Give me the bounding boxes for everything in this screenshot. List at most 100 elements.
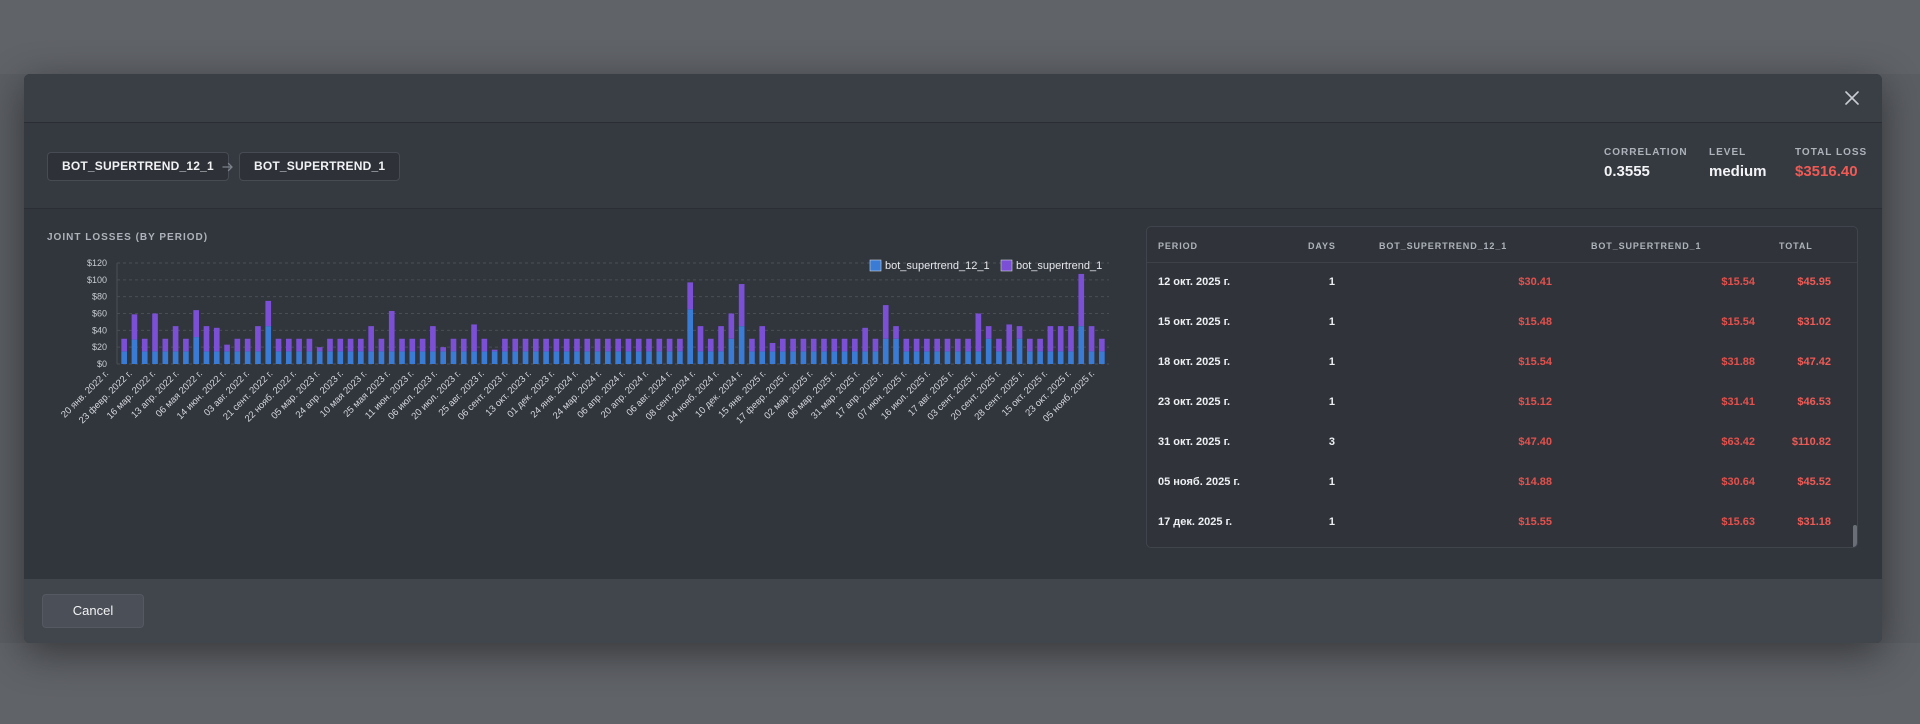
- bar-bot_supertrend_1[interactable]: [563, 338, 570, 352]
- bar-bot_supertrend_1[interactable]: [399, 338, 405, 352]
- bar-bot_supertrend_12_1[interactable]: [903, 351, 910, 365]
- bar-bot_supertrend_12_1[interactable]: [810, 351, 817, 365]
- bar-bot_supertrend_1[interactable]: [790, 338, 796, 352]
- bar-bot_supertrend_12_1[interactable]: [852, 351, 858, 365]
- bar-bot_supertrend_1[interactable]: [594, 338, 601, 352]
- bar-bot_supertrend_1[interactable]: [821, 338, 827, 352]
- bar-bot_supertrend_1[interactable]: [224, 344, 230, 352]
- bar-bot_supertrend_1[interactable]: [1078, 273, 1085, 327]
- bar-bot_supertrend_1[interactable]: [625, 338, 632, 352]
- bar-bot_supertrend_1[interactable]: [316, 347, 323, 352]
- bar-bot_supertrend_1[interactable]: [852, 338, 858, 352]
- bar-bot_supertrend_12_1[interactable]: [543, 351, 549, 365]
- bar-bot_supertrend_1[interactable]: [532, 338, 539, 352]
- bar-bot_supertrend_1[interactable]: [255, 326, 261, 352]
- bar-bot_supertrend_12_1[interactable]: [625, 351, 632, 365]
- bar-bot_supertrend_1[interactable]: [512, 338, 519, 352]
- bar-bot_supertrend_12_1[interactable]: [306, 351, 313, 365]
- bar-bot_supertrend_12_1[interactable]: [944, 351, 951, 365]
- bar-bot_supertrend_1[interactable]: [759, 326, 766, 352]
- bar-bot_supertrend_12_1[interactable]: [1088, 351, 1095, 365]
- bar-bot_supertrend_12_1[interactable]: [646, 351, 652, 365]
- bar-bot_supertrend_12_1[interactable]: [1047, 351, 1054, 365]
- bar-bot_supertrend_12_1[interactable]: [162, 351, 169, 365]
- bar-bot_supertrend_12_1[interactable]: [697, 351, 704, 365]
- legend-label[interactable]: bot_supertrend_12_1: [885, 260, 990, 272]
- bar-bot_supertrend_1[interactable]: [131, 314, 138, 340]
- bar-bot_supertrend_1[interactable]: [1088, 326, 1095, 352]
- bar-bot_supertrend_1[interactable]: [615, 338, 621, 352]
- bar-bot_supertrend_12_1[interactable]: [769, 351, 776, 365]
- bar-bot_supertrend_1[interactable]: [337, 338, 344, 352]
- bar-bot_supertrend_12_1[interactable]: [399, 351, 405, 365]
- bar-bot_supertrend_12_1[interactable]: [563, 351, 570, 365]
- bar-bot_supertrend_1[interactable]: [800, 338, 807, 352]
- bar-bot_supertrend_12_1[interactable]: [1026, 351, 1033, 365]
- bar-bot_supertrend_1[interactable]: [769, 342, 776, 352]
- bar-bot_supertrend_1[interactable]: [985, 326, 992, 339]
- bar-bot_supertrend_12_1[interactable]: [965, 351, 971, 365]
- bar-bot_supertrend_1[interactable]: [975, 313, 982, 352]
- bar-bot_supertrend_12_1[interactable]: [172, 351, 179, 365]
- bar-bot_supertrend_1[interactable]: [244, 338, 251, 352]
- bar-bot_supertrend_1[interactable]: [368, 326, 374, 352]
- bar-bot_supertrend_1[interactable]: [1047, 326, 1054, 352]
- bar-bot_supertrend_12_1[interactable]: [193, 337, 200, 364]
- bar-bot_supertrend_1[interactable]: [1006, 324, 1013, 352]
- bar-bot_supertrend_1[interactable]: [831, 338, 838, 352]
- bar-bot_supertrend_12_1[interactable]: [244, 351, 251, 365]
- bar-bot_supertrend_12_1[interactable]: [893, 338, 899, 364]
- bar-bot_supertrend_12_1[interactable]: [337, 351, 344, 365]
- bar-bot_supertrend_12_1[interactable]: [213, 351, 220, 365]
- bar-bot_supertrend_12_1[interactable]: [502, 351, 508, 365]
- bar-bot_supertrend_12_1[interactable]: [605, 351, 611, 365]
- bar-bot_supertrend_1[interactable]: [234, 338, 241, 352]
- bar-bot_supertrend_12_1[interactable]: [285, 351, 292, 365]
- bar-bot_supertrend_12_1[interactable]: [1037, 351, 1043, 365]
- bar-bot_supertrend_1[interactable]: [697, 326, 704, 352]
- bar-bot_supertrend_12_1[interactable]: [409, 351, 416, 365]
- bar-bot_supertrend_1[interactable]: [265, 300, 272, 327]
- bar-bot_supertrend_12_1[interactable]: [450, 351, 457, 365]
- bar-bot_supertrend_12_1[interactable]: [728, 338, 735, 364]
- bar-bot_supertrend_1[interactable]: [1037, 338, 1043, 352]
- bar-bot_supertrend_1[interactable]: [1016, 326, 1023, 339]
- bar-bot_supertrend_1[interactable]: [1026, 338, 1033, 352]
- bar-bot_supertrend_1[interactable]: [162, 338, 169, 352]
- bar-bot_supertrend_12_1[interactable]: [677, 351, 683, 365]
- bar-bot_supertrend_1[interactable]: [605, 338, 611, 352]
- bar-bot_supertrend_12_1[interactable]: [255, 351, 261, 365]
- bar-bot_supertrend_1[interactable]: [378, 338, 385, 352]
- bar-bot_supertrend_12_1[interactable]: [841, 351, 848, 365]
- bar-bot_supertrend_1[interactable]: [183, 338, 189, 352]
- bar-bot_supertrend_1[interactable]: [749, 338, 755, 352]
- bar-bot_supertrend_12_1[interactable]: [327, 351, 333, 365]
- bar-bot_supertrend_1[interactable]: [358, 338, 364, 352]
- bar-bot_supertrend_1[interactable]: [275, 338, 282, 352]
- bar-bot_supertrend_1[interactable]: [553, 338, 560, 352]
- bar-bot_supertrend_12_1[interactable]: [882, 338, 889, 364]
- bar-bot_supertrend_1[interactable]: [954, 338, 961, 352]
- bar-bot_supertrend_1[interactable]: [687, 282, 694, 310]
- bar-bot_supertrend_12_1[interactable]: [1006, 351, 1013, 365]
- bar-bot_supertrend_12_1[interactable]: [553, 351, 560, 365]
- bar-bot_supertrend_12_1[interactable]: [913, 351, 920, 365]
- bar-bot_supertrend_12_1[interactable]: [368, 351, 374, 365]
- bar-bot_supertrend_1[interactable]: [718, 326, 724, 352]
- bar-bot_supertrend_12_1[interactable]: [152, 351, 158, 365]
- bar-bot_supertrend_1[interactable]: [430, 326, 436, 352]
- bar-bot_supertrend_1[interactable]: [121, 338, 127, 352]
- bar-bot_supertrend_1[interactable]: [882, 305, 889, 339]
- bar-bot_supertrend_12_1[interactable]: [440, 351, 447, 365]
- bar-bot_supertrend_12_1[interactable]: [594, 351, 601, 365]
- bar-bot_supertrend_12_1[interactable]: [872, 351, 879, 365]
- bar-bot_supertrend_1[interactable]: [1099, 338, 1105, 352]
- bar-bot_supertrend_12_1[interactable]: [584, 351, 591, 365]
- bar-bot_supertrend_1[interactable]: [450, 338, 457, 352]
- bar-bot_supertrend_1[interactable]: [934, 338, 941, 352]
- bar-bot_supertrend_1[interactable]: [646, 338, 652, 352]
- bar-bot_supertrend_1[interactable]: [491, 349, 498, 352]
- bar-bot_supertrend_12_1[interactable]: [800, 351, 807, 365]
- bar-bot_supertrend_12_1[interactable]: [574, 351, 580, 365]
- bar-bot_supertrend_12_1[interactable]: [141, 351, 148, 365]
